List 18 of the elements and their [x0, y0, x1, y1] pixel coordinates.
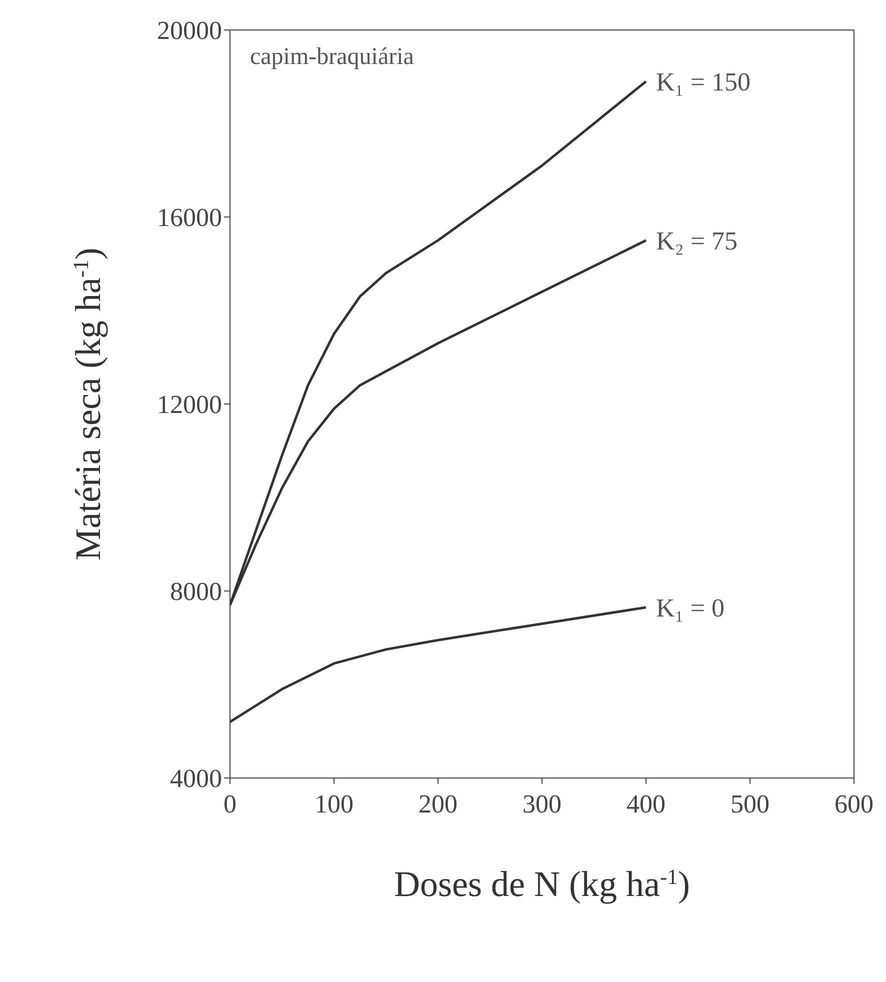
series-label: K₁ = 0	[656, 593, 725, 622]
y-tick-label: 16000	[157, 203, 222, 232]
y-tick-label: 12000	[157, 390, 222, 420]
x-tick-label: 400	[626, 789, 666, 818]
x-axis-title: Doses de N (kg ha$^{-1}$)	[394, 864, 690, 904]
y-tick-label: 4000	[170, 764, 222, 794]
y-tick-label: 20000	[157, 16, 222, 46]
x-tick-label: 300	[522, 789, 562, 818]
x-tick-label: 100	[314, 789, 354, 818]
x-tick-label: 0	[224, 789, 236, 818]
x-tick-label: 500	[730, 789, 770, 818]
series-label: K₁ = 150	[656, 67, 751, 96]
annotation: capim-braquiária	[250, 44, 414, 71]
y-tick-label: 8000	[170, 577, 222, 606]
series-label: K₂ = 75	[656, 226, 738, 256]
x-tick-label: 600	[834, 789, 874, 818]
x-tick-label: 200	[418, 789, 458, 818]
line-series	[230, 606, 648, 724]
